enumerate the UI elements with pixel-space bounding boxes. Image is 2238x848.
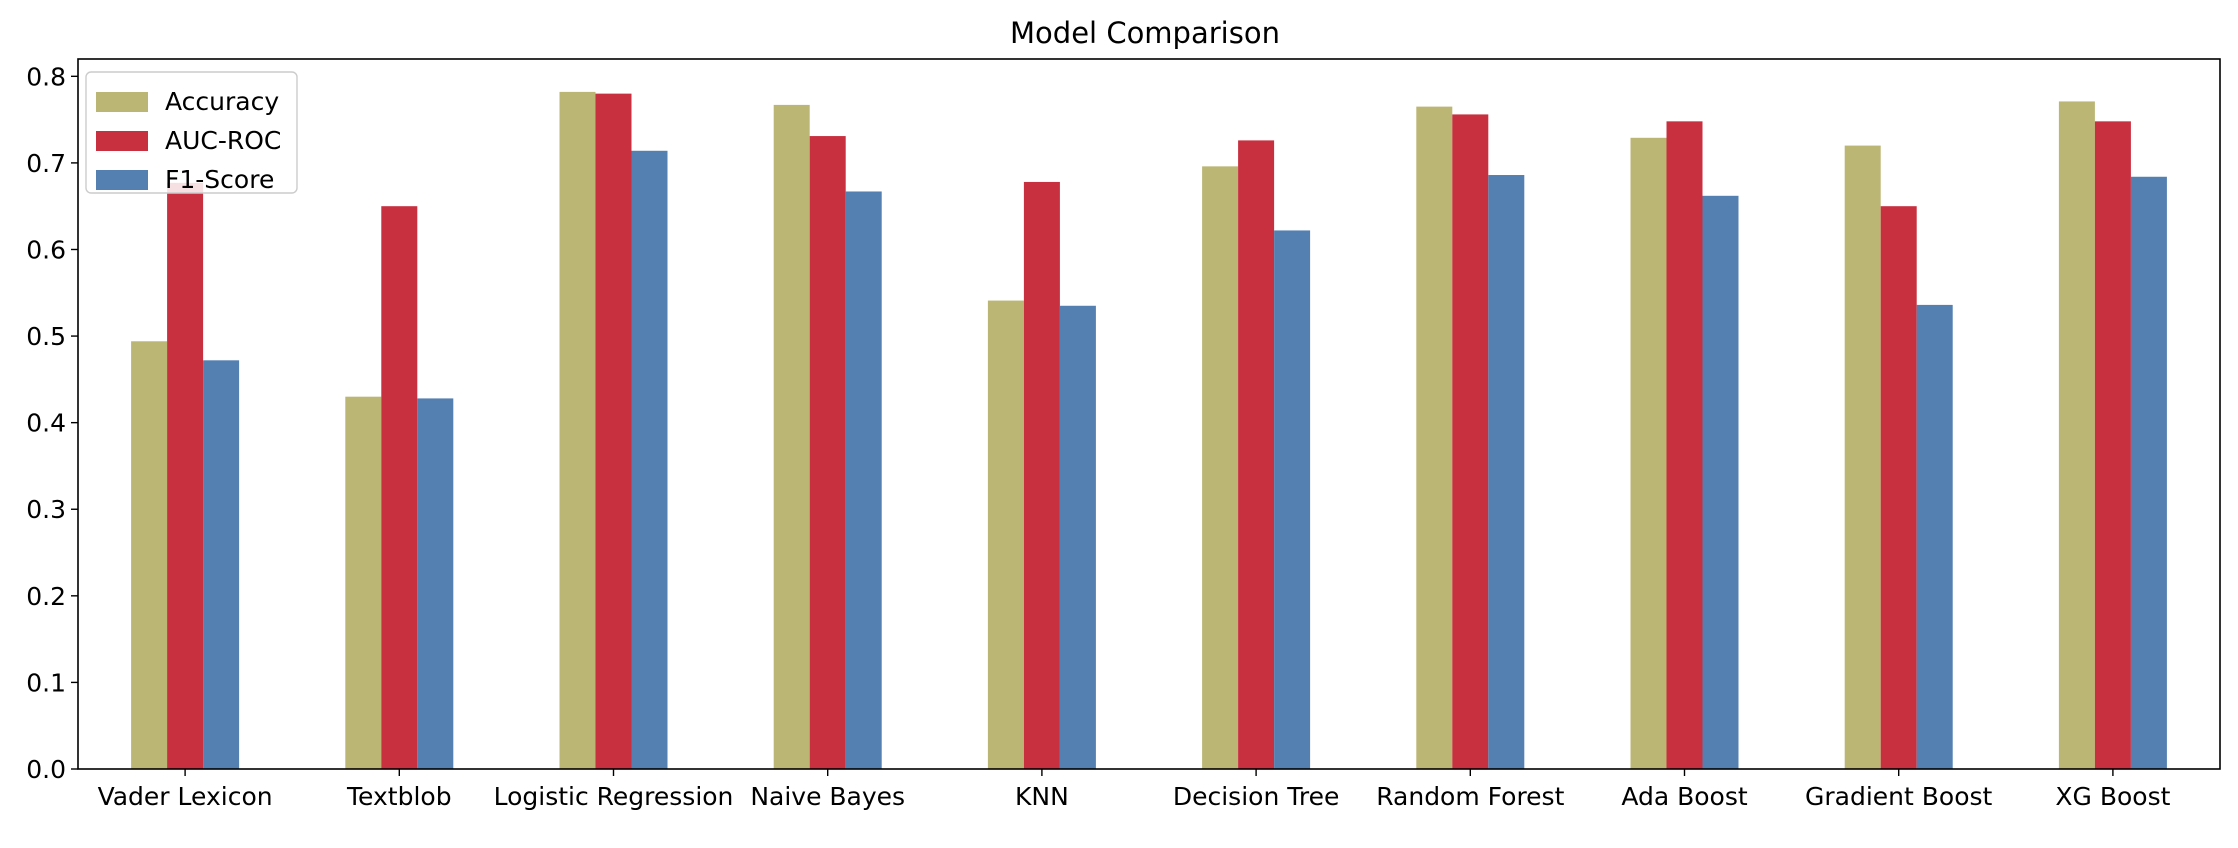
- bar-f1-score-3: [631, 150, 668, 769]
- bar-f1-score-6: [1274, 230, 1311, 769]
- x-tick-label: KNN: [1015, 782, 1069, 811]
- bar-accuracy-8: [1630, 137, 1667, 770]
- bars-group: [131, 91, 2167, 770]
- y-tick-label: 0.4: [26, 409, 66, 438]
- y-tick-label: 0.8: [26, 62, 66, 91]
- y-tick-label: 0.0: [26, 755, 66, 784]
- x-tick-label: Gradient Boost: [1805, 782, 1993, 811]
- bar-f1-score-4: [845, 191, 882, 770]
- bar-auc-roc-6: [1238, 140, 1275, 769]
- x-tick-label: Ada Boost: [1621, 782, 1748, 811]
- bar-accuracy-7: [1416, 106, 1453, 769]
- bar-auc-roc-10: [2094, 121, 2131, 770]
- y-tick-label: 0.7: [26, 149, 66, 178]
- bar-f1-score-8: [1702, 195, 1739, 769]
- x-tick-label: Decision Tree: [1173, 782, 1339, 811]
- bar-f1-score-2: [417, 398, 454, 769]
- legend-label: AUC-ROC: [165, 126, 281, 155]
- x-tick-label: Random Forest: [1376, 782, 1564, 811]
- bar-auc-roc-9: [1880, 206, 1917, 769]
- y-tick-label: 0.3: [26, 495, 66, 524]
- y-axis: 0.0 0.1 0.2 0.3 0.4 0.5 0.6 0.7 0.8: [26, 62, 78, 784]
- bar-auc-roc-8: [1666, 121, 1703, 770]
- bar-accuracy-4: [773, 104, 810, 769]
- y-tick-label: 0.1: [26, 668, 66, 697]
- bar-f1-score-7: [1488, 175, 1525, 769]
- x-tick-label: XG Boost: [2055, 782, 2170, 811]
- bar-auc-roc-5: [1023, 181, 1060, 769]
- bar-f1-score-9: [1916, 304, 1953, 769]
- x-tick-label: Naive Bayes: [750, 782, 905, 811]
- legend-label: F1-Score: [165, 165, 274, 194]
- bar-accuracy-6: [1202, 166, 1239, 770]
- plot-frame: [77, 58, 2221, 770]
- y-tick-label: 0.5: [26, 322, 66, 351]
- legend-swatch-auc-roc: [96, 131, 148, 151]
- bar-accuracy-1: [131, 341, 168, 769]
- bar-f1-score-5: [1059, 305, 1096, 769]
- bar-accuracy-10: [2058, 101, 2095, 770]
- x-tick-label: Logistic Regression: [494, 782, 734, 811]
- bar-f1-score-1: [203, 360, 240, 769]
- x-tick-label: Textblob: [346, 782, 452, 811]
- bar-accuracy-9: [1844, 145, 1881, 769]
- y-tick-label: 0.6: [26, 235, 66, 264]
- y-tick-label: 0.2: [26, 582, 66, 611]
- bar-auc-roc-3: [595, 93, 632, 769]
- legend-label: Accuracy: [165, 87, 279, 116]
- bar-auc-roc-7: [1452, 114, 1489, 770]
- bar-accuracy-5: [987, 300, 1024, 769]
- bar-auc-roc-1: [167, 182, 204, 769]
- bar-f1-score-10: [2130, 176, 2167, 769]
- x-axis: Vader Lexicon Textblob Logistic Regression…: [98, 769, 2171, 811]
- bar-accuracy-3: [559, 91, 596, 769]
- bar-auc-roc-4: [809, 136, 846, 769]
- bar-accuracy-2: [345, 396, 382, 769]
- legend-swatch-f1-score: [96, 170, 148, 190]
- chart-title: Model Comparison: [1010, 16, 1280, 50]
- legend-swatch-accuracy: [96, 92, 148, 112]
- bar-auc-roc-2: [381, 206, 418, 769]
- legend: Accuracy AUC-ROC F1-Score: [85, 71, 298, 194]
- x-tick-label: Vader Lexicon: [98, 782, 273, 811]
